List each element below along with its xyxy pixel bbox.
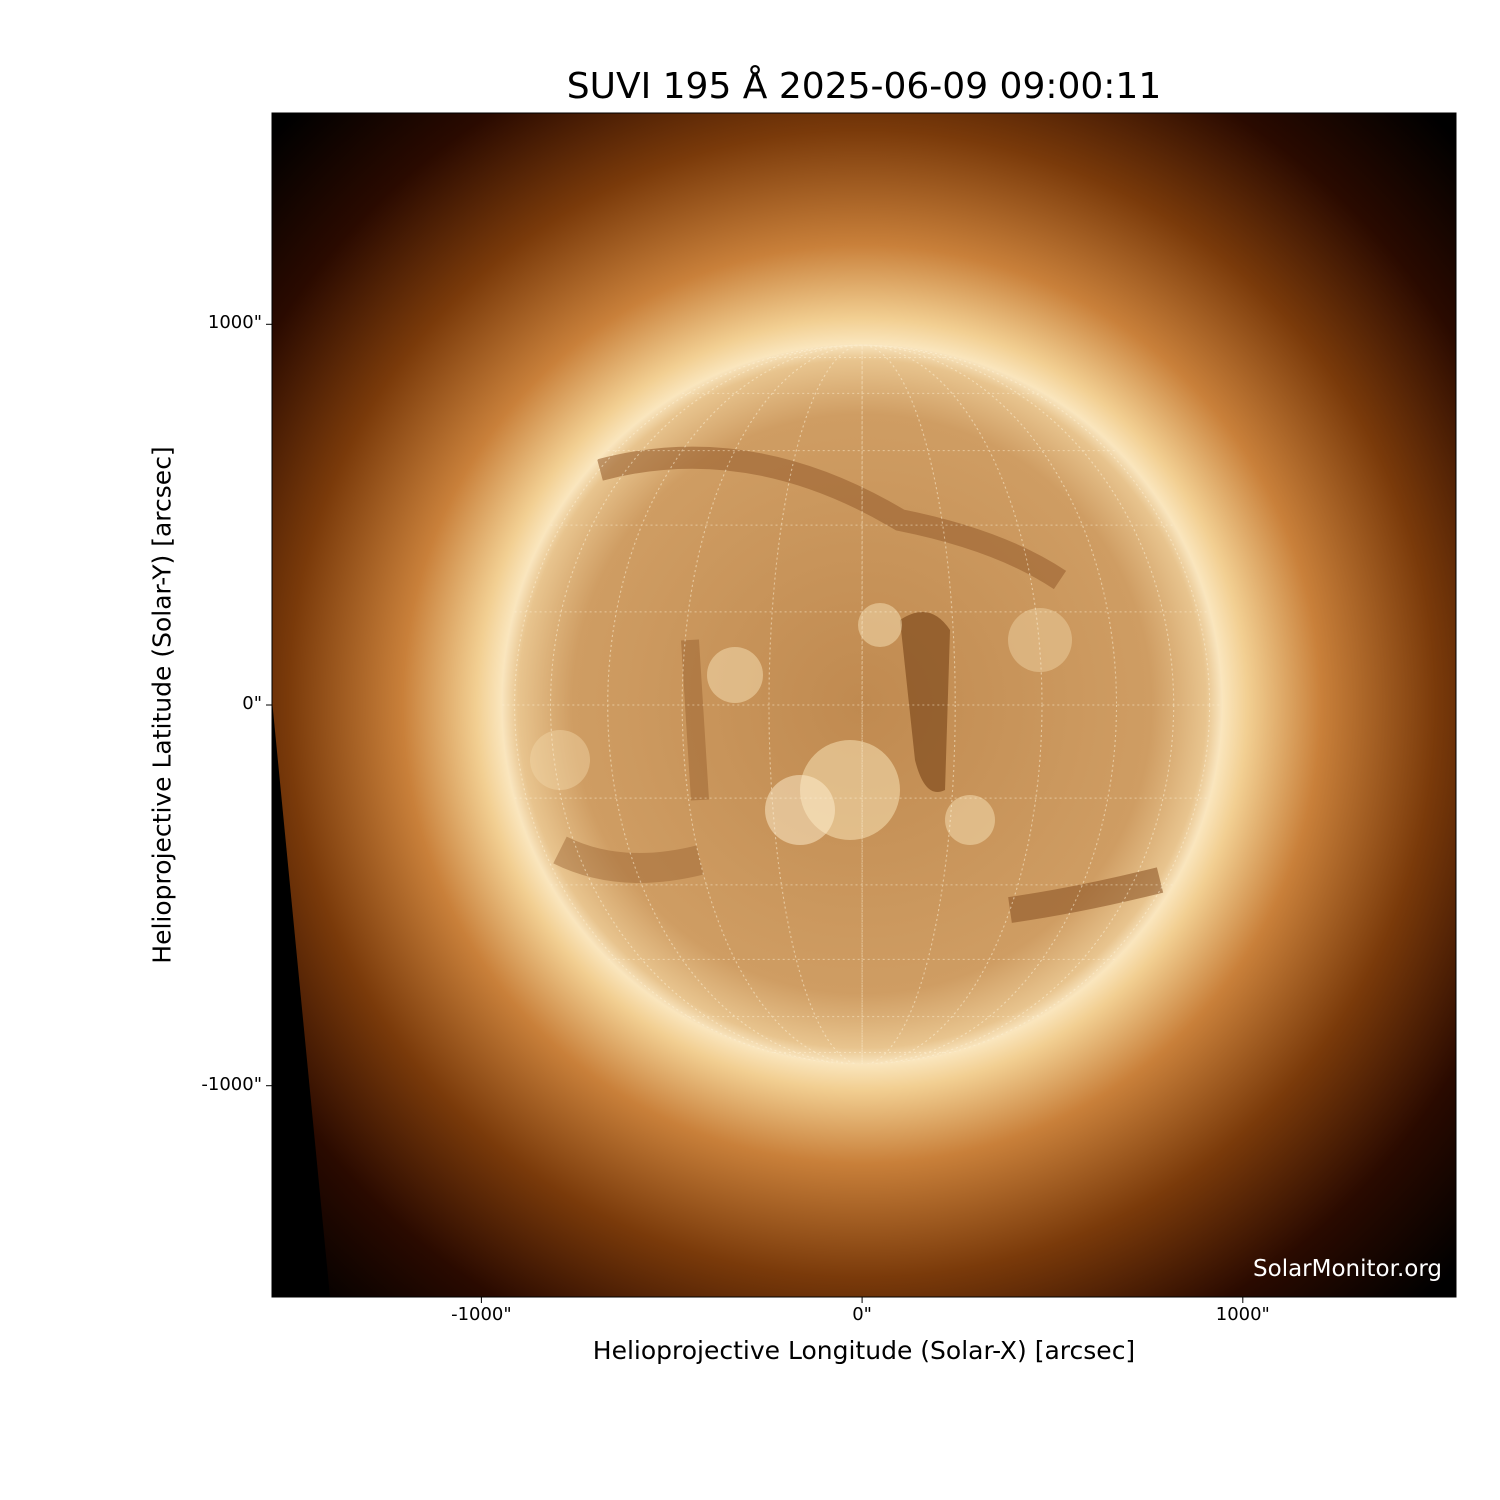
x-tick-label: 0": [852, 1304, 872, 1325]
longitude-gridline: [607, 344, 1117, 1064]
y-tick-label: -1000": [201, 1073, 262, 1095]
x-tick-label: 1000": [1215, 1304, 1270, 1325]
longitude-gridline: [514, 344, 1211, 1064]
missing-data-wedge: [272, 700, 330, 1297]
y-axis-label: Helioprojective Latitude (Solar-Y) [arcs…: [147, 446, 177, 964]
y-tick-label: 0": [242, 693, 262, 714]
x-axis-label: Helioprojective Longitude (Solar-X) [arc…: [592, 1336, 1136, 1365]
chart-title: SUVI 195 Å 2025-06-09 09:00:11: [566, 66, 1162, 107]
disk-features: [502, 344, 1222, 1064]
longitude-gridline: [550, 344, 1175, 1064]
y-tick-label: 1000": [207, 312, 262, 334]
x-tick-label: -1000": [451, 1304, 512, 1325]
watermark: SolarMonitor.org: [1253, 1256, 1442, 1282]
